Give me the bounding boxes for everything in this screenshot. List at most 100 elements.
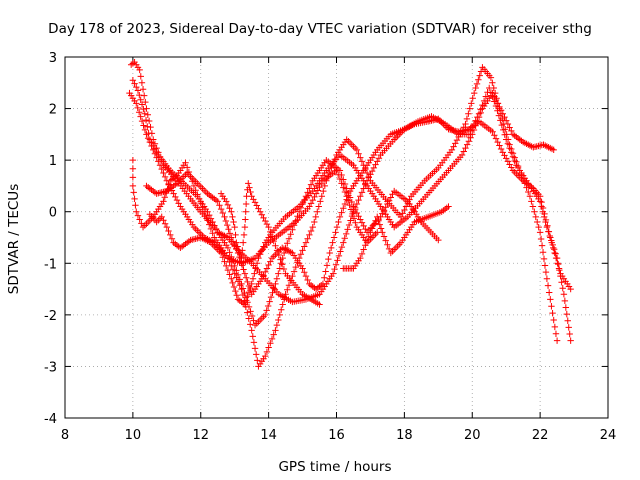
data-point (355, 213, 362, 220)
data-point (266, 298, 273, 305)
data-point (183, 164, 191, 171)
data-point (250, 196, 257, 203)
data-point (360, 246, 367, 253)
data-point (284, 240, 291, 247)
data-point (270, 331, 277, 338)
data-point (502, 117, 510, 124)
data-point (147, 123, 154, 131)
data-point (222, 217, 230, 225)
data-point (309, 196, 316, 204)
data-point (318, 180, 325, 188)
data-point (532, 213, 539, 221)
data-point (251, 345, 259, 352)
data-point (555, 260, 562, 268)
data-point (276, 311, 283, 319)
data-point (253, 320, 260, 327)
x-tick-label: 24 (600, 428, 617, 443)
data-series (126, 58, 574, 370)
data-point (333, 167, 340, 174)
data-point (330, 234, 338, 241)
data-point (192, 187, 199, 194)
data-point (358, 158, 366, 165)
data-point (322, 268, 329, 275)
data-point (566, 330, 573, 338)
data-point (472, 122, 479, 129)
data-point (340, 205, 347, 212)
data-point (279, 301, 286, 308)
data-point (219, 254, 227, 261)
data-point (277, 256, 284, 263)
data-point (453, 136, 461, 144)
data-point (506, 161, 513, 168)
data-point (495, 112, 503, 119)
data-point (350, 215, 358, 222)
data-point (552, 254, 560, 262)
data-point (267, 228, 274, 236)
data-point (550, 316, 557, 324)
data-point (538, 198, 545, 206)
data-point (245, 315, 252, 322)
data-point (262, 352, 269, 360)
data-point (139, 86, 147, 93)
data-point (195, 181, 203, 189)
data-point (262, 268, 269, 276)
data-point (267, 258, 274, 265)
data-point (547, 234, 554, 241)
data-point (272, 327, 279, 334)
data-point (358, 189, 366, 196)
data-point (224, 221, 231, 229)
data-point (138, 101, 146, 108)
data-point (209, 230, 216, 237)
data-point (231, 270, 238, 277)
data-point (547, 296, 554, 303)
data-point (129, 165, 137, 172)
data-point (325, 255, 332, 263)
data-point (236, 282, 243, 289)
data-point (224, 266, 232, 274)
data-point (165, 227, 172, 235)
data-point (502, 155, 510, 162)
data-point (345, 221, 353, 229)
data-point (501, 152, 508, 159)
data-point (134, 104, 141, 112)
data-point (545, 289, 553, 296)
x-tick-label: 14 (260, 428, 277, 443)
y-tick-label: 1 (49, 154, 57, 169)
data-point (195, 229, 203, 236)
data-point (161, 194, 168, 201)
data-point (314, 208, 321, 215)
x-tick-label: 16 (328, 428, 345, 443)
data-point (504, 120, 512, 128)
data-point (264, 302, 272, 310)
data-point (474, 118, 481, 125)
data-point (275, 251, 283, 259)
data-point (334, 171, 342, 178)
data-point (275, 270, 282, 277)
data-point (368, 234, 376, 241)
data-point (341, 180, 349, 188)
data-point (248, 327, 255, 334)
data-point (270, 253, 277, 260)
data-point (482, 93, 490, 100)
data-point (268, 254, 276, 262)
data-point (304, 276, 311, 284)
data-point (138, 117, 146, 125)
data-point (497, 145, 505, 153)
data-point (327, 244, 335, 252)
data-point (279, 261, 286, 268)
data-point (156, 215, 164, 222)
data-point (239, 239, 247, 246)
data-point (241, 223, 249, 231)
data-point (161, 220, 169, 227)
data-point (258, 247, 266, 254)
data-point (301, 269, 308, 276)
data-point (353, 146, 361, 154)
data-point (207, 215, 215, 222)
y-tick-label: -1 (44, 257, 57, 272)
data-point (245, 180, 252, 187)
data-point (362, 242, 369, 249)
data-point (251, 199, 259, 206)
y-axis-title: SDTVAR / TECUs (6, 184, 22, 294)
series-track-6 (146, 89, 557, 308)
